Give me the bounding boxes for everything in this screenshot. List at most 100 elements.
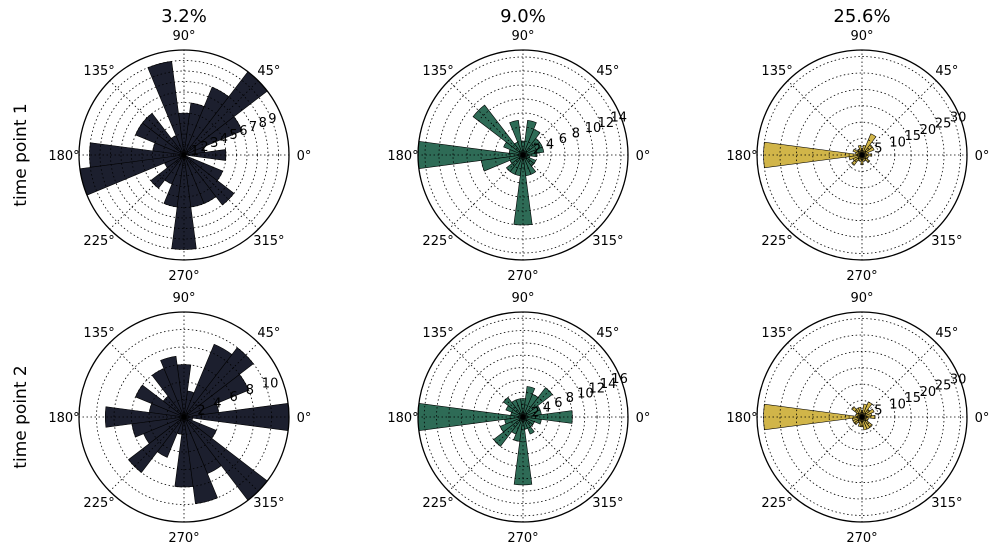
angle-tick-label: 0° [636, 149, 651, 164]
grid-spoke [861, 80, 937, 156]
bar-wedge [522, 416, 535, 435]
column-title: 25.6% [833, 6, 890, 27]
radial-tick-label: 4 [220, 132, 228, 147]
angle-tick-label: 90° [172, 29, 195, 44]
grid-ring [113, 346, 255, 488]
bar-wedge [183, 343, 233, 418]
radial-tick-label: 14 [611, 111, 628, 126]
grid-ring [779, 72, 945, 238]
radial-tick-label: 10 [577, 386, 594, 401]
grid-spoke [109, 416, 185, 492]
angle-tick-label: 45° [257, 326, 280, 341]
radial-tick-label: 15 [905, 391, 922, 406]
angle-tick-label: 225° [83, 496, 114, 511]
bar-wedge [522, 154, 537, 175]
grid-spoke [109, 342, 185, 418]
polar-chart: 0° 45° 90° 135° 180° 225° 270° 315° 1 2 3 4 5 6 7 8 9 [48, 29, 311, 284]
radial-tick-label: 2 [197, 403, 205, 418]
angle-tick-label: 180° [726, 411, 757, 426]
angle-tick-label: 315° [253, 496, 284, 511]
bar-wedge [522, 119, 537, 156]
grid-ring [173, 144, 195, 166]
bar-wedge [104, 406, 185, 428]
radial-tick-label: 2 [531, 405, 539, 420]
grid-spoke [861, 342, 937, 418]
angle-tick-label: 270° [507, 531, 538, 544]
grid-spoke [522, 154, 598, 230]
radial-tick-label: 4 [213, 397, 221, 412]
grid-spoke [861, 416, 937, 492]
polar-frame [417, 49, 629, 261]
grid-spoke [183, 416, 259, 492]
grid-ring [152, 123, 216, 187]
angle-tick-label: 315° [592, 496, 623, 511]
angle-tick-label: 270° [168, 531, 199, 544]
radial-tick-label: 1 [191, 144, 199, 159]
angle-tick-label: 180° [387, 149, 418, 164]
angle-tick-label: 90° [172, 291, 195, 306]
angle-tick-label: 90° [850, 29, 873, 44]
radial-tick-label: 12 [598, 116, 615, 131]
grid-ring [763, 56, 961, 254]
bar-wedge [503, 141, 524, 156]
angle-tick-label: 45° [257, 64, 280, 79]
grid-spoke [787, 342, 863, 418]
bar-wedge [156, 416, 185, 458]
grid-spoke [109, 80, 185, 156]
angle-tick-label: 0° [297, 411, 312, 426]
angle-tick-label: 135° [422, 326, 453, 341]
radial-tick-label: 10 [262, 377, 279, 392]
row-label: time point 2 [11, 365, 31, 468]
polar-frame [78, 311, 290, 523]
angle-tick-label: 270° [846, 531, 877, 544]
radial-tick-label: 30 [950, 372, 967, 387]
radial-tick-label: 5 [874, 404, 882, 419]
angle-tick-label: 180° [726, 149, 757, 164]
angle-tick-label: 45° [935, 64, 958, 79]
grid-spoke [448, 154, 524, 230]
grid-spoke [787, 154, 863, 230]
angle-tick-label: 315° [931, 234, 962, 249]
angle-tick-label: 225° [422, 234, 453, 249]
radial-tick-label: 2 [200, 140, 208, 155]
bar-wedge [861, 144, 867, 156]
grid-ring [763, 318, 961, 516]
row-label: time point 1 [11, 103, 31, 206]
row-labels: time point 1 time point 2 [11, 103, 31, 468]
radial-tick-label: 4 [543, 401, 551, 416]
grid-ring [795, 350, 929, 484]
grid-ring [141, 112, 227, 198]
radial-tick-label: 5 [230, 128, 238, 143]
radial-tick-label: 5 [874, 142, 882, 157]
bar-wedge [160, 355, 185, 418]
angle-tick-label: 180° [48, 149, 79, 164]
radial-tick-label: 4 [546, 137, 554, 152]
bar-wedge [183, 416, 217, 439]
grid-spoke [448, 342, 524, 418]
radial-tick-label: 14 [600, 377, 617, 392]
radial-tick-label: 20 [920, 385, 937, 400]
grid-spoke [448, 80, 524, 156]
angle-tick-label: 135° [422, 64, 453, 79]
grid-ring [96, 329, 272, 505]
radial-tick-label: 16 [611, 372, 628, 387]
radial-tick-label: 10 [889, 397, 906, 412]
bar-wedge [861, 416, 869, 420]
radial-tick-label: 30 [950, 110, 967, 125]
angle-tick-label: 0° [297, 149, 312, 164]
column-title: 9.0% [500, 6, 546, 27]
angle-tick-label: 315° [931, 496, 962, 511]
bar-wedge [861, 403, 868, 418]
angle-tick-label: 315° [592, 234, 623, 249]
angle-tick-label: 0° [975, 149, 989, 164]
grid-ring [448, 342, 598, 492]
angle-tick-label: 135° [83, 326, 114, 341]
angle-tick-label: 45° [935, 326, 958, 341]
radial-tick-label: 9 [268, 112, 276, 127]
angle-tick-label: 90° [511, 29, 534, 44]
radial-tick-label: 2 [533, 143, 541, 158]
grid-spoke [861, 154, 937, 230]
